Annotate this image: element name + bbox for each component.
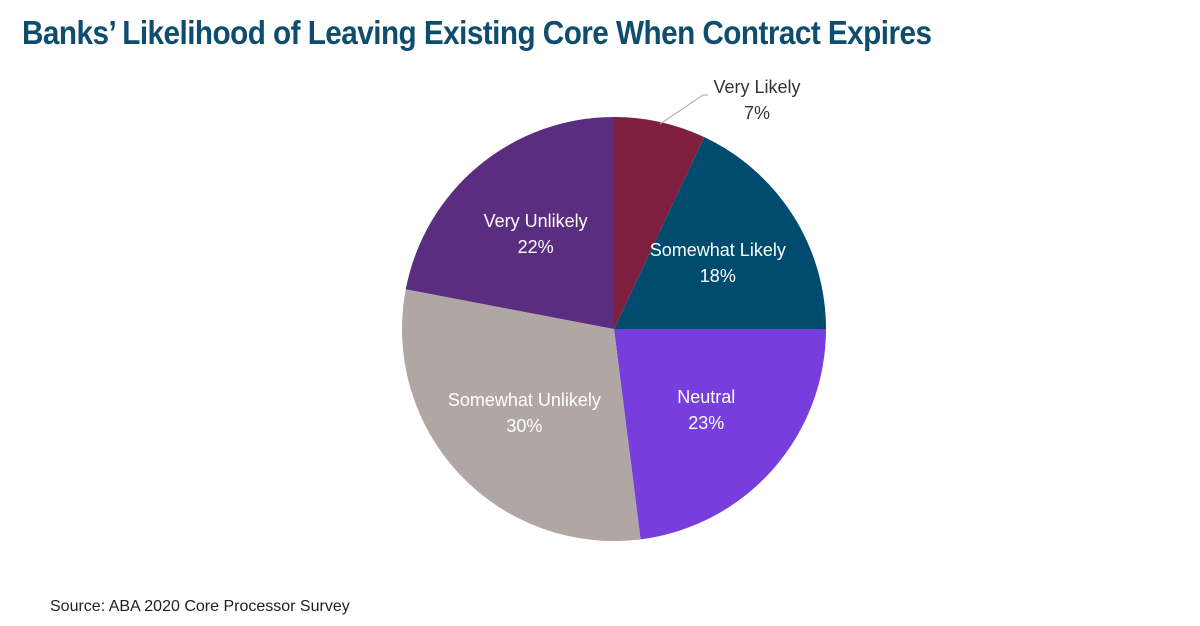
slice-value-neutral: 23% bbox=[688, 413, 724, 433]
slice-label-somewhat-unlikely: Somewhat Unlikely bbox=[448, 390, 601, 410]
slice-label-neutral: Neutral bbox=[677, 387, 735, 407]
pie-slice-somewhat-likely bbox=[614, 137, 826, 329]
pie-slice-neutral bbox=[614, 329, 826, 540]
leader-lines bbox=[659, 94, 708, 125]
slice-label-very-likely: Very Likely bbox=[713, 77, 800, 97]
slice-value-very-likely: 7% bbox=[744, 103, 770, 123]
source-note: Source: ABA 2020 Core Processor Survey bbox=[50, 598, 350, 615]
slice-value-somewhat-unlikely: 30% bbox=[506, 416, 542, 436]
slice-labels: Very Likely 7% Somewhat Likely 18% Neutral 23… bbox=[448, 77, 801, 436]
slice-label-very-unlikely: Very Unlikely bbox=[484, 211, 588, 231]
pie-slices bbox=[402, 117, 826, 541]
leader-line-very-likely bbox=[659, 94, 708, 125]
pie-slice-very-likely bbox=[614, 117, 705, 329]
slice-label-somewhat-likely: Somewhat Likely bbox=[650, 240, 786, 260]
chart-title: Banks’ Likelihood of Leaving Existing Co… bbox=[22, 14, 932, 51]
slice-value-very-unlikely: 22% bbox=[518, 237, 554, 257]
pie-slice-somewhat-unlikely bbox=[402, 289, 641, 541]
slice-value-somewhat-likely: 18% bbox=[700, 266, 736, 286]
pie-slice-very-unlikely bbox=[405, 117, 614, 329]
